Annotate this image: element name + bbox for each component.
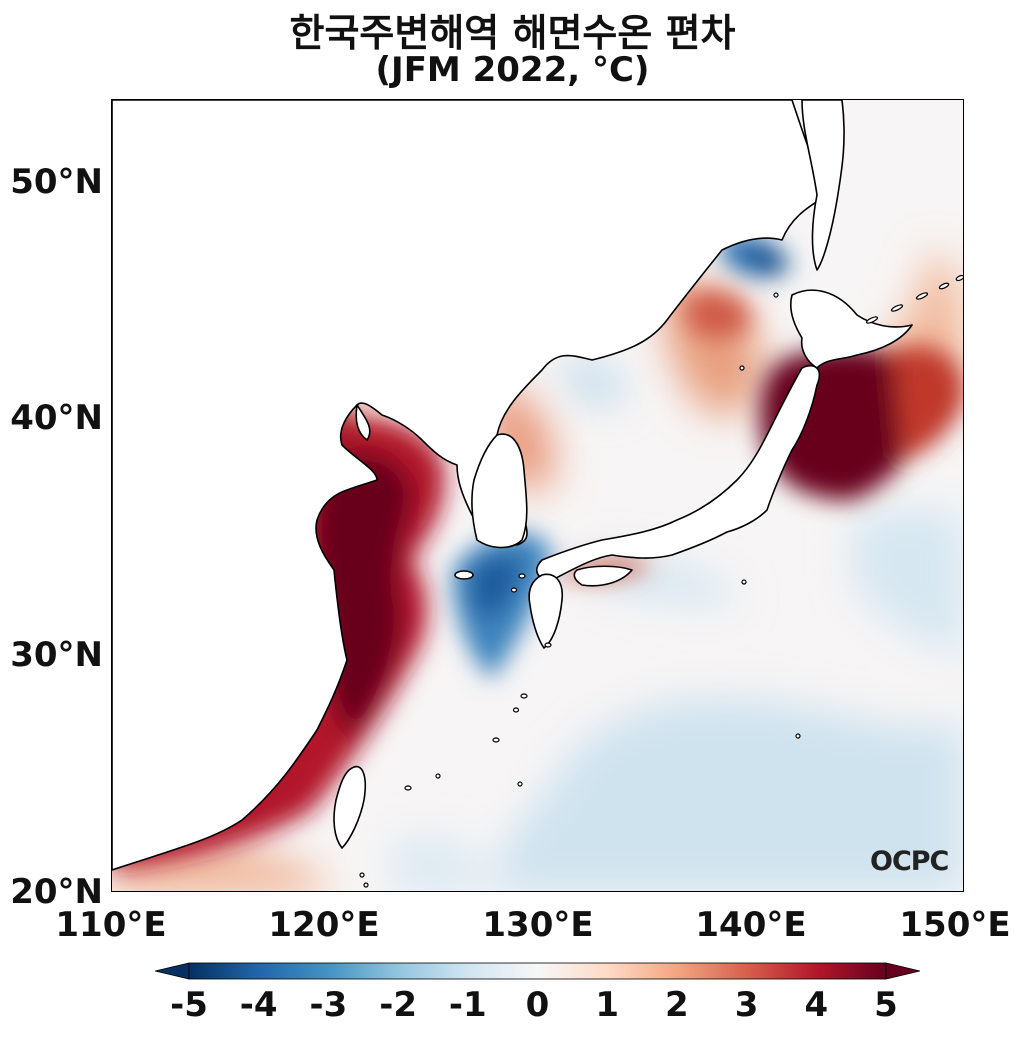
lat-tick-30: 30°N (10, 635, 103, 675)
lon-tick-130: 130°E (482, 905, 594, 945)
colorbar (155, 962, 920, 980)
ocpc-logo: OCPC (870, 846, 949, 877)
colorbar-tick-label: 4 (804, 985, 829, 1025)
colorbar-tick-label: -4 (239, 985, 278, 1025)
sst-anomaly-map (111, 99, 964, 892)
lat-tick-20: 20°N (10, 872, 103, 912)
map-subtitle: (JFM 2022, °C) (375, 50, 650, 90)
colorbar-tick-label: 1 (595, 985, 620, 1025)
cool-anomaly-layer (392, 360, 963, 891)
colorbar-tick-label: -2 (379, 985, 417, 1025)
lat-tick-50: 50°N (10, 162, 103, 202)
colorbar-tick-label: 2 (665, 985, 689, 1025)
kuril-islands (865, 274, 963, 324)
lon-tick-120: 120°E (268, 905, 380, 945)
colorbar-tick-label: 0 (525, 985, 550, 1025)
islands-layer (359, 292, 801, 888)
lon-tick-140: 140°E (695, 905, 807, 945)
colorbar-max-extend (885, 962, 920, 980)
colorbar-tick-label: -1 (448, 985, 487, 1025)
colorbar-tick-label: -3 (309, 985, 348, 1025)
lon-tick-150: 150°E (899, 905, 1011, 945)
colorbar-tick-label: -5 (170, 985, 208, 1025)
map-canvas (112, 100, 963, 891)
lon-tick-110: 110°E (55, 905, 167, 945)
colorbar-min-extend (155, 962, 190, 980)
cool-core-layer (452, 234, 792, 680)
lat-tick-40: 40°N (10, 398, 103, 438)
colorbar-tick-label: 5 (874, 985, 898, 1025)
colorbar-gradient (188, 962, 887, 980)
map-title: 한국주변해역 해면수온 편차 (289, 11, 736, 55)
land-layer (112, 100, 913, 871)
colorbar-tick-label: 3 (734, 985, 759, 1025)
